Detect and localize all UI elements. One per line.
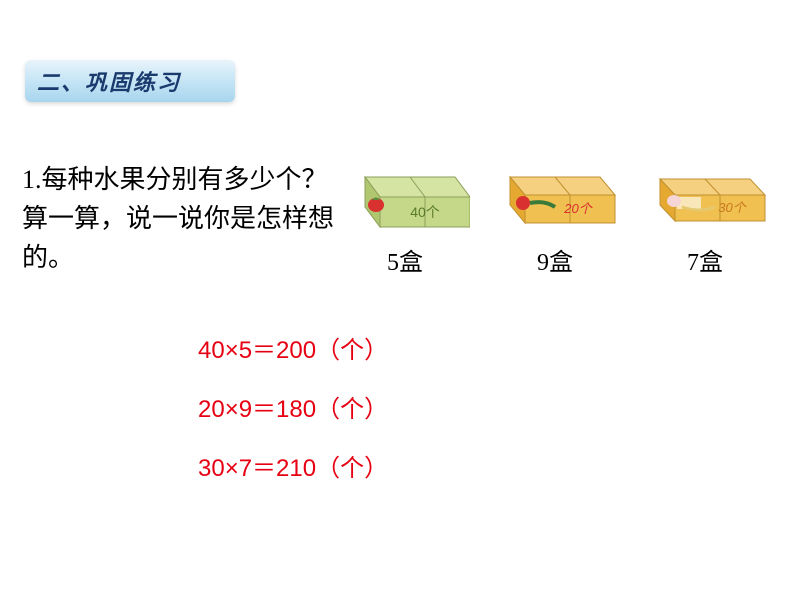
question-text: 1.每种水果分别有多少个？算一算，说一说你是怎样想的。 — [22, 160, 342, 277]
box3-count: 30个 — [718, 200, 747, 215]
answer-1: 40×5＝200（个） — [198, 330, 388, 365]
answer-2: 20×9＝180（个） — [198, 389, 388, 424]
answers-area: 40×5＝200（个） 20×9＝180（个） 30×7＝210（个） — [198, 330, 388, 507]
peach-box-icon: 30个 — [640, 165, 770, 230]
question-area: 1.每种水果分别有多少个？算一算，说一说你是怎样想的。 — [22, 160, 342, 277]
box2-quantity: 9盒 — [537, 242, 573, 277]
strawberry-box-icon: 40个 — [340, 165, 470, 230]
apple-box-icon: 20个 — [490, 165, 620, 230]
section-header: 二、巩固练习 — [25, 60, 235, 102]
box1-count: 40个 — [410, 204, 440, 220]
box1-quantity: 5盒 — [387, 242, 423, 277]
boxes-area: 40个 5盒 20个 9盒 30个 7盒 — [340, 165, 770, 277]
question-number: 1. — [22, 165, 42, 194]
answer-3: 30×7＝210（个） — [198, 448, 388, 483]
box3-quantity: 7盒 — [687, 242, 723, 277]
box-item-1: 40个 5盒 — [340, 165, 470, 277]
box2-count: 20个 — [563, 201, 593, 216]
box-item-3: 30个 7盒 — [640, 165, 770, 277]
section-title: 二、巩固练习 — [37, 65, 181, 97]
box-item-2: 20个 9盒 — [490, 165, 620, 277]
question-body: 每种水果分别有多少个？算一算，说一说你是怎样想的。 — [22, 165, 334, 272]
